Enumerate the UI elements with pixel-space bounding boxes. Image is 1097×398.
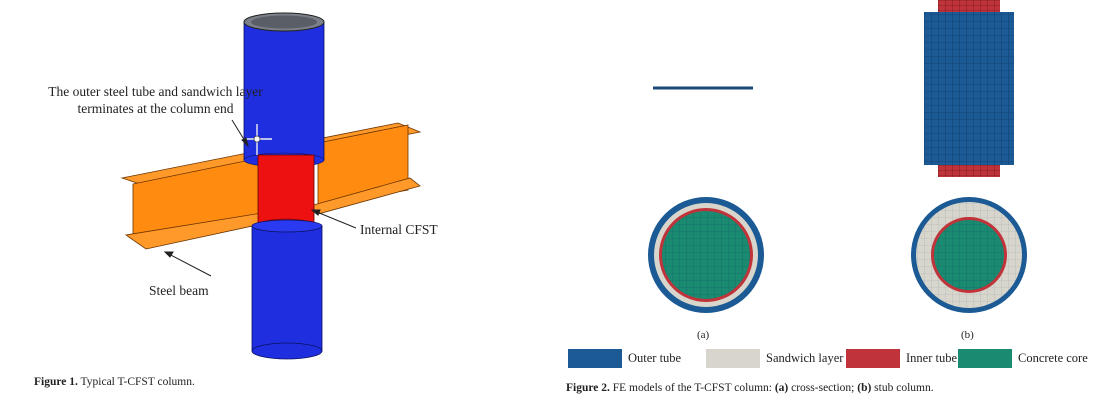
figure-2-caption-text-2: cross-section; xyxy=(788,382,858,394)
annotation-internal-cfst: Internal CFST xyxy=(360,222,438,237)
figure-2-legend: Outer tube Sandwich layer Inner tube Con… xyxy=(566,347,1096,373)
cross-section-b xyxy=(911,197,1027,313)
annotation-leaders xyxy=(163,119,357,277)
figure-2-caption-label: Figure 2. xyxy=(566,382,610,394)
figure-2-illustration xyxy=(648,0,1027,313)
cross-section-a xyxy=(648,197,764,313)
internal-cfst xyxy=(257,154,315,232)
figure-2-caption-text-1: FE models of the T-CFST column: xyxy=(612,382,775,394)
legend-label-inner-tube: Inner tube xyxy=(906,351,958,365)
figure-2-caption: Figure 2. FE models of the T-CFST column… xyxy=(566,382,934,394)
figure-2-caption-text-3: stub column. xyxy=(871,382,934,394)
annotation-outer-tube: The outer steel tube and sandwich layer … xyxy=(48,84,263,116)
figure-1-caption: Figure 1. Typical T-CFST column. xyxy=(34,376,195,388)
lower-column xyxy=(251,219,323,360)
legend-label-concrete-core: Concrete core xyxy=(1018,351,1088,365)
legend-swatch-outer-tube xyxy=(568,349,622,368)
legend-swatch-sandwich-layer xyxy=(706,349,760,368)
panel-a-label: (a) xyxy=(697,329,710,341)
panel-b-label: (b) xyxy=(961,329,974,341)
legend-swatch-inner-tube xyxy=(846,349,900,368)
stub-column-mesh xyxy=(924,0,1014,177)
legend-label-outer-tube: Outer tube xyxy=(628,351,682,365)
crosshair-icon xyxy=(243,124,272,155)
figure-1-caption-text: Typical T-CFST column. xyxy=(80,376,195,388)
annotation-steel-beam: Steel beam xyxy=(149,283,209,298)
figure-1-caption-label: Figure 1. xyxy=(34,376,78,388)
figure-2-caption-a: (a) xyxy=(774,382,789,394)
figure-1-illustration xyxy=(120,12,422,360)
legend-label-sandwich-layer: Sandwich layer xyxy=(766,351,844,365)
legend-swatch-concrete-core xyxy=(958,349,1012,368)
steel-beam xyxy=(120,122,422,250)
figure-2-caption-b: (b) xyxy=(857,382,872,394)
